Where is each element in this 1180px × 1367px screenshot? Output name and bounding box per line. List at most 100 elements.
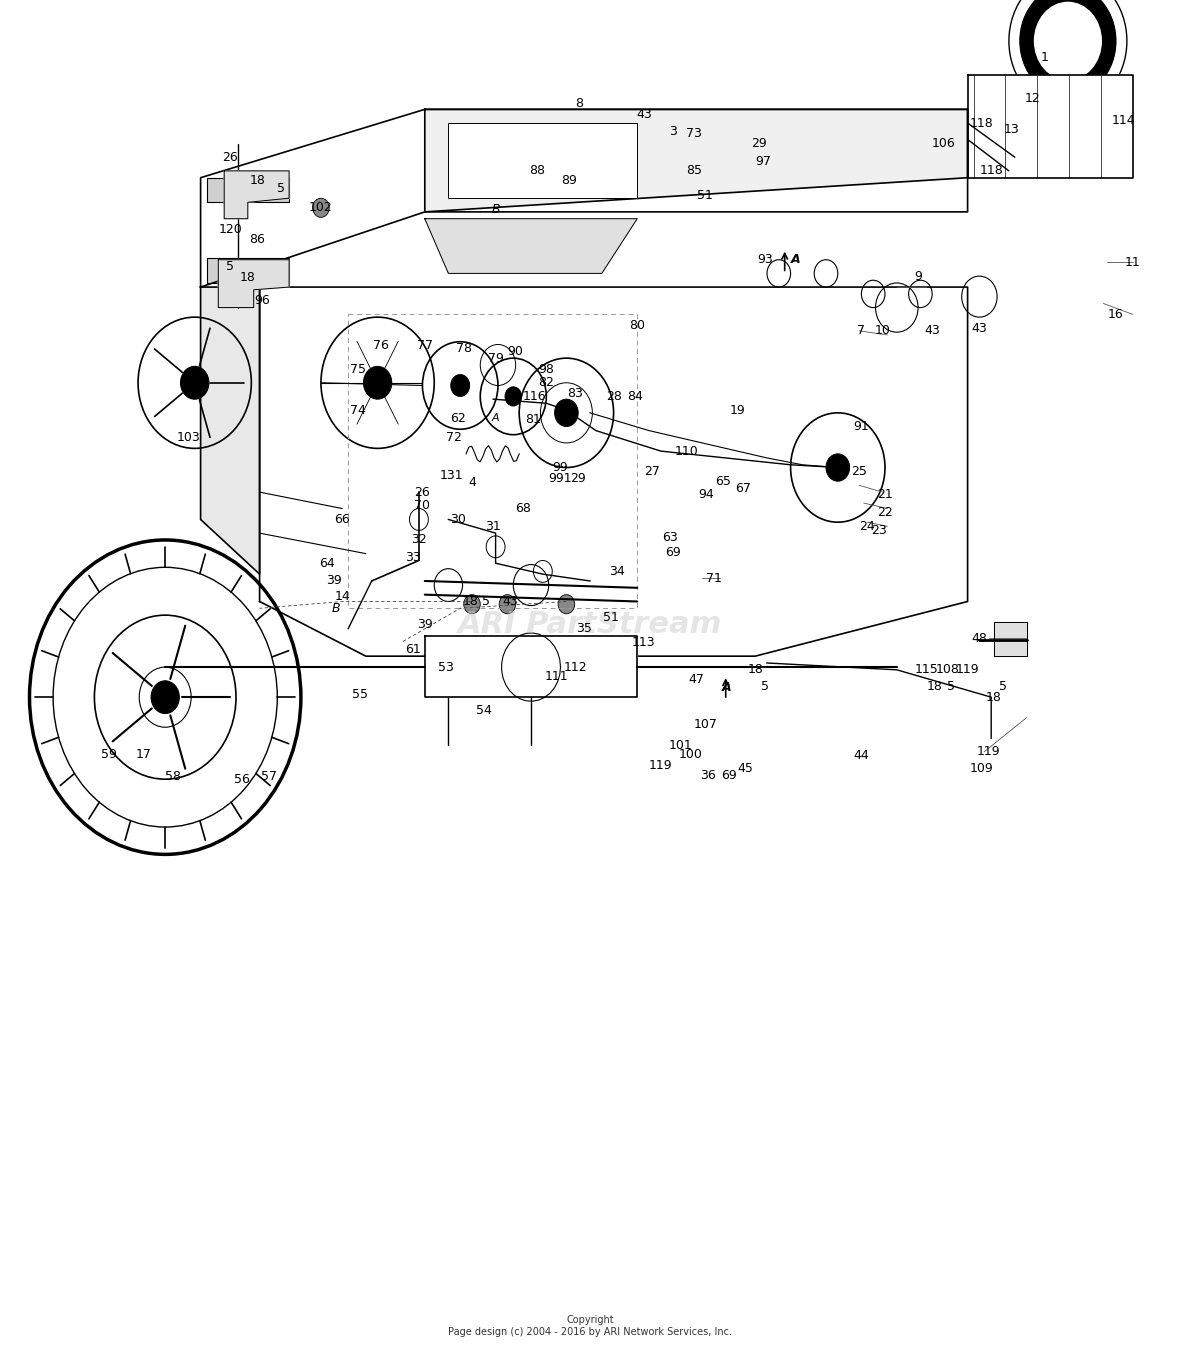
Text: 101: 101 bbox=[669, 738, 693, 752]
Text: 13: 13 bbox=[1003, 123, 1020, 137]
Text: 85: 85 bbox=[686, 164, 702, 178]
Polygon shape bbox=[201, 287, 260, 574]
Text: 18: 18 bbox=[249, 174, 266, 187]
Polygon shape bbox=[425, 219, 637, 273]
Text: 55: 55 bbox=[352, 688, 368, 701]
Text: 47: 47 bbox=[688, 673, 704, 686]
Text: 82: 82 bbox=[538, 376, 555, 390]
Text: 119: 119 bbox=[977, 745, 1001, 759]
Text: 39: 39 bbox=[326, 574, 342, 588]
Text: 31: 31 bbox=[485, 519, 502, 533]
Text: 24: 24 bbox=[859, 519, 876, 533]
Text: 99: 99 bbox=[552, 461, 569, 474]
Text: 32: 32 bbox=[411, 533, 427, 547]
Text: 75: 75 bbox=[349, 362, 366, 376]
Text: 51: 51 bbox=[603, 611, 620, 625]
Text: 81: 81 bbox=[525, 413, 542, 427]
Text: A: A bbox=[722, 681, 732, 694]
Text: 131: 131 bbox=[440, 469, 464, 483]
Text: 119: 119 bbox=[956, 663, 979, 677]
Text: 18: 18 bbox=[240, 271, 256, 284]
Circle shape bbox=[181, 366, 209, 399]
Text: 43: 43 bbox=[502, 595, 518, 608]
Circle shape bbox=[263, 268, 280, 287]
Text: 18: 18 bbox=[985, 690, 1002, 704]
Text: 108: 108 bbox=[936, 663, 959, 677]
Text: 22: 22 bbox=[877, 506, 893, 519]
Text: 14: 14 bbox=[334, 589, 350, 603]
Text: 71: 71 bbox=[706, 571, 722, 585]
Text: 26: 26 bbox=[222, 150, 238, 164]
Text: 26: 26 bbox=[414, 485, 431, 499]
Text: 56: 56 bbox=[234, 772, 250, 786]
Text: 89: 89 bbox=[560, 174, 577, 187]
Text: 120: 120 bbox=[218, 223, 242, 236]
Text: 9: 9 bbox=[914, 269, 922, 283]
Circle shape bbox=[451, 375, 470, 396]
Text: 23: 23 bbox=[871, 524, 887, 537]
Text: A: A bbox=[492, 413, 499, 424]
Text: 79: 79 bbox=[487, 351, 504, 365]
Text: 5: 5 bbox=[948, 679, 955, 693]
Circle shape bbox=[826, 454, 850, 481]
Text: 63: 63 bbox=[662, 530, 678, 544]
Circle shape bbox=[1021, 0, 1115, 96]
Text: 27: 27 bbox=[644, 465, 661, 478]
Text: 1: 1 bbox=[1041, 51, 1048, 64]
Text: 80: 80 bbox=[629, 319, 645, 332]
Text: 58: 58 bbox=[165, 770, 182, 783]
Text: 102: 102 bbox=[309, 201, 333, 215]
Text: 59: 59 bbox=[100, 748, 117, 761]
Text: 991: 991 bbox=[549, 472, 572, 485]
Text: 43: 43 bbox=[636, 108, 653, 122]
Text: 5: 5 bbox=[227, 260, 234, 273]
Circle shape bbox=[151, 681, 179, 714]
Text: 107: 107 bbox=[694, 718, 717, 731]
Text: 67: 67 bbox=[735, 481, 752, 495]
Text: 116: 116 bbox=[523, 390, 546, 403]
Text: 109: 109 bbox=[970, 761, 994, 775]
Text: 73: 73 bbox=[686, 127, 702, 141]
Text: 51: 51 bbox=[696, 189, 713, 202]
Text: 72: 72 bbox=[446, 431, 463, 444]
Polygon shape bbox=[260, 287, 968, 656]
Text: 5: 5 bbox=[277, 182, 284, 195]
Text: 18: 18 bbox=[463, 595, 479, 608]
Text: 39: 39 bbox=[417, 618, 433, 632]
Text: 88: 88 bbox=[529, 164, 545, 178]
Text: 117: 117 bbox=[183, 379, 206, 392]
Text: 18: 18 bbox=[747, 663, 763, 677]
Text: 91: 91 bbox=[853, 420, 870, 433]
Text: 62: 62 bbox=[450, 411, 466, 425]
Text: A: A bbox=[791, 253, 800, 267]
Circle shape bbox=[486, 536, 505, 558]
Text: 98: 98 bbox=[538, 362, 555, 376]
Text: ARI PartStream: ARI PartStream bbox=[458, 610, 722, 640]
Circle shape bbox=[505, 387, 522, 406]
Circle shape bbox=[533, 560, 552, 582]
Text: Copyright
Page design (c) 2004 - 2016 by ARI Network Services, Inc.: Copyright Page design (c) 2004 - 2016 by… bbox=[448, 1315, 732, 1337]
Text: 110: 110 bbox=[675, 444, 699, 458]
Text: 43: 43 bbox=[971, 321, 988, 335]
Circle shape bbox=[555, 399, 578, 427]
Polygon shape bbox=[994, 622, 1027, 656]
Text: 5: 5 bbox=[483, 595, 490, 608]
Polygon shape bbox=[224, 171, 289, 219]
Text: 118: 118 bbox=[970, 116, 994, 130]
Text: 106: 106 bbox=[932, 137, 956, 150]
Text: 94: 94 bbox=[697, 488, 714, 502]
Text: 4: 4 bbox=[468, 476, 476, 489]
Text: 21: 21 bbox=[877, 488, 893, 502]
Circle shape bbox=[409, 509, 428, 530]
Circle shape bbox=[464, 595, 480, 614]
Text: 36: 36 bbox=[700, 768, 716, 782]
Text: 54: 54 bbox=[476, 704, 492, 718]
Text: 118: 118 bbox=[979, 164, 1003, 178]
Text: 114: 114 bbox=[1112, 113, 1135, 127]
Polygon shape bbox=[201, 109, 968, 287]
Text: 12: 12 bbox=[1024, 92, 1041, 105]
Text: 115: 115 bbox=[914, 663, 938, 677]
Text: 77: 77 bbox=[417, 339, 433, 353]
Text: 90: 90 bbox=[507, 344, 524, 358]
Text: 8: 8 bbox=[576, 97, 583, 111]
